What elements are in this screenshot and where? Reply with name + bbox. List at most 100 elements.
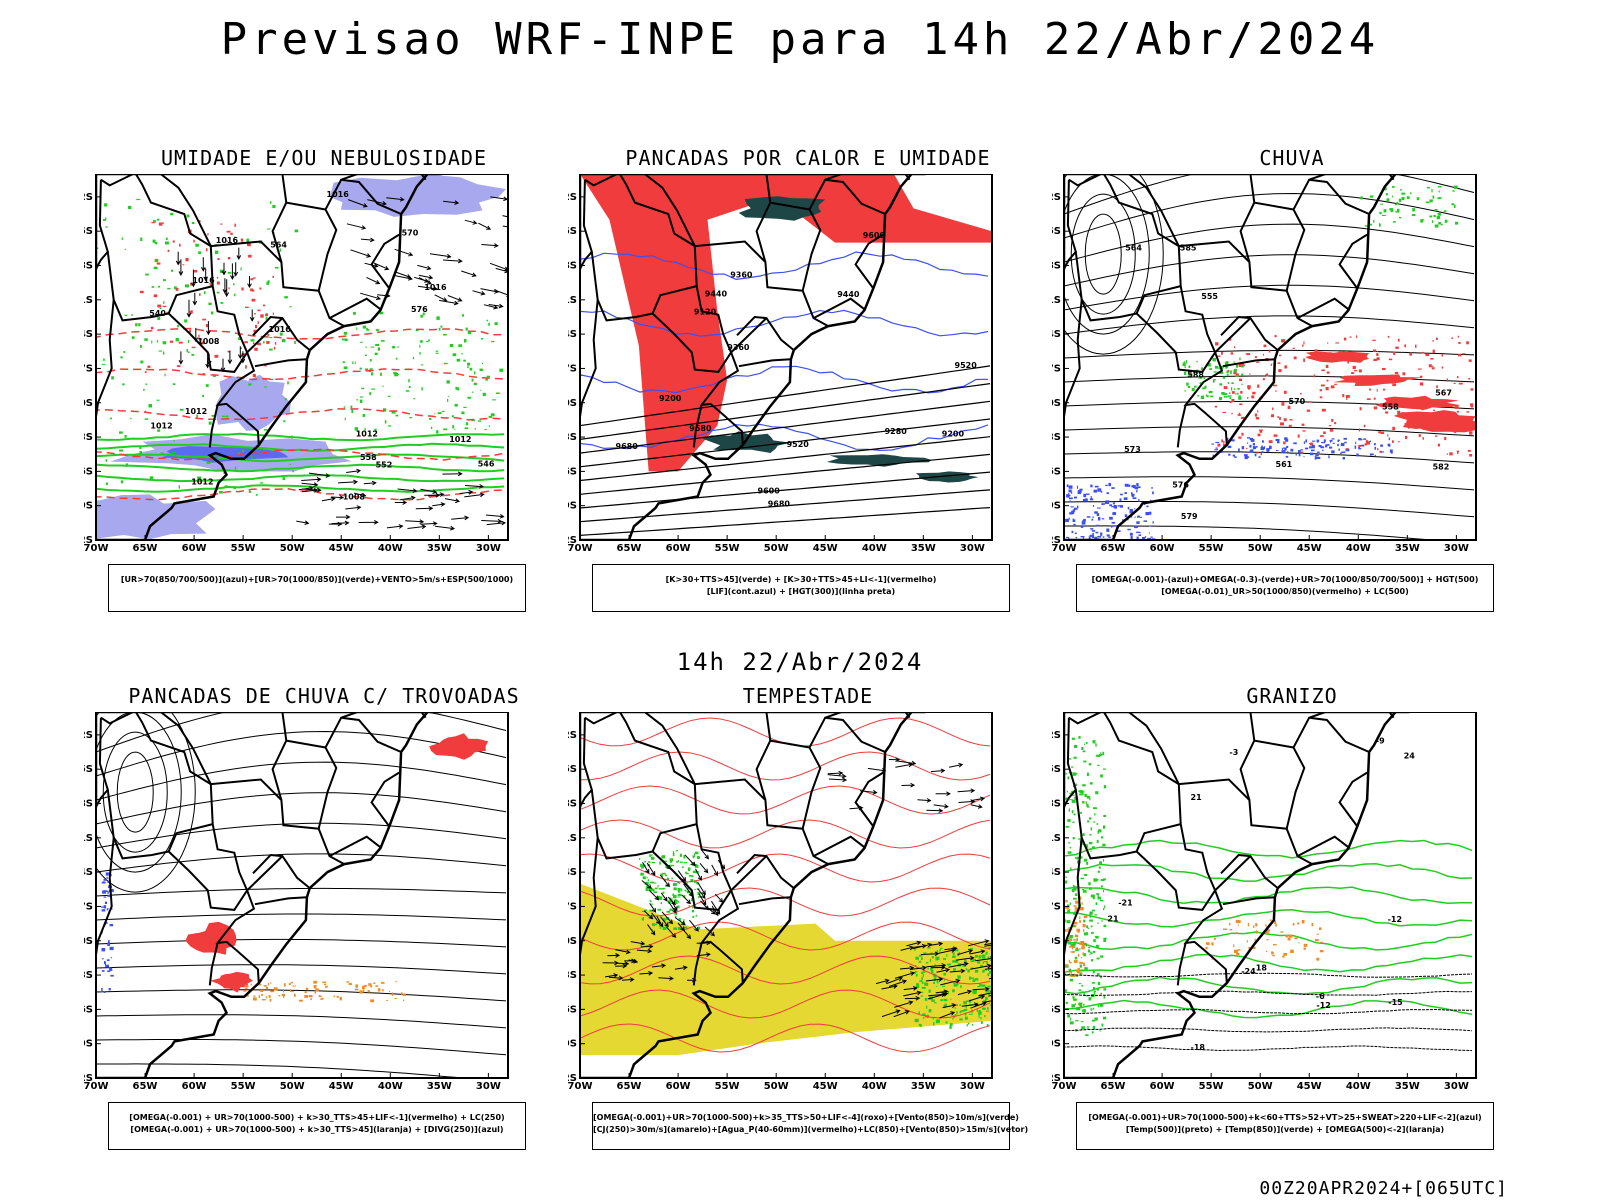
wind-area-green bbox=[661, 855, 664, 859]
rain-area-blue bbox=[1305, 439, 1308, 443]
rain-area-red bbox=[1280, 422, 1284, 426]
humidity-speckle-green bbox=[284, 296, 288, 299]
country-border bbox=[1338, 233, 1368, 289]
rain-area-red bbox=[1397, 410, 1401, 414]
humidity-speckle-green bbox=[442, 333, 447, 336]
model-run-info: 00Z20APR2024+[065UTC] bbox=[1259, 1178, 1508, 1199]
country-border bbox=[854, 233, 884, 289]
wind-area-green bbox=[978, 1014, 980, 1018]
humidity-speckle-green bbox=[105, 217, 107, 220]
lat-label: 30S bbox=[84, 936, 93, 947]
lat-label: 39S bbox=[568, 1039, 577, 1050]
wind-vector bbox=[949, 968, 966, 974]
wind-area-green bbox=[1015, 967, 1017, 968]
temperature-850-contour bbox=[1081, 991, 1085, 993]
rain-area-blue bbox=[1081, 521, 1086, 525]
temperature-850-contour bbox=[1090, 850, 1092, 852]
wind-area-green bbox=[1006, 1001, 1009, 1004]
wind-area-green bbox=[1017, 1023, 1020, 1026]
humidity-speckle-green bbox=[124, 435, 127, 438]
rain-area-red bbox=[1240, 362, 1244, 366]
omega-area-orange bbox=[1068, 938, 1073, 942]
thickness-speckle-red bbox=[216, 276, 219, 279]
wind-area-green bbox=[1014, 983, 1018, 985]
rain-area-red bbox=[1338, 439, 1340, 441]
rain-area-red bbox=[1457, 335, 1459, 338]
lon-label: 45W bbox=[1297, 1081, 1322, 1092]
rain-area-blue bbox=[1083, 518, 1086, 522]
rain-area-blue bbox=[1134, 508, 1136, 510]
wind-vector bbox=[502, 215, 508, 218]
wind-vector bbox=[298, 485, 314, 491]
temperature-850-contour bbox=[1089, 817, 1092, 820]
humidity-speckle-green bbox=[462, 314, 464, 317]
wind-area-green bbox=[924, 982, 929, 986]
humidity-speckle-green bbox=[451, 415, 454, 418]
rain-area-red bbox=[1451, 337, 1453, 339]
rain-area-red bbox=[1469, 454, 1473, 457]
rain-area-green bbox=[1429, 215, 1433, 218]
wind-vector bbox=[660, 916, 669, 928]
lon-label: 45W bbox=[813, 1081, 838, 1092]
wind-area-green bbox=[914, 972, 916, 974]
temperature-850-contour bbox=[1076, 1006, 1081, 1011]
wind-area-green bbox=[964, 1016, 968, 1020]
thunderstorm-area-orange bbox=[362, 988, 366, 990]
wind-area-green bbox=[643, 917, 644, 921]
temperature-850-contour bbox=[1090, 866, 1093, 868]
rain-area-green bbox=[1368, 223, 1372, 226]
panel-title: PANCADAS POR CALOR E UMIDADE bbox=[625, 146, 991, 170]
rain-area-red bbox=[1279, 417, 1281, 420]
wind-area-green bbox=[683, 862, 688, 864]
rain-area-blue bbox=[1342, 457, 1345, 460]
humidity-speckle-green bbox=[196, 414, 198, 418]
rain-area-blue bbox=[1143, 520, 1148, 522]
rain-area-blue bbox=[1111, 521, 1116, 524]
contour-label: 9200 bbox=[659, 394, 682, 403]
wind-vector bbox=[957, 949, 974, 956]
humidity-speckle-green bbox=[383, 408, 387, 412]
temperature-850-contour bbox=[1087, 806, 1090, 808]
rain-area-blue bbox=[1247, 442, 1249, 444]
wind-area-green bbox=[683, 894, 686, 898]
temperature-850-contour bbox=[1083, 992, 1085, 996]
wind-area-green bbox=[1024, 1017, 1026, 1019]
country-border bbox=[730, 317, 768, 354]
rain-area-blue bbox=[1101, 503, 1104, 505]
wind-vector bbox=[608, 975, 624, 981]
temperature-850-contour bbox=[1096, 988, 1100, 991]
temperature-850-contour bbox=[1096, 823, 1099, 825]
humidity-speckle-green bbox=[374, 352, 378, 356]
wind-vector bbox=[394, 248, 414, 257]
temperature-850-contour bbox=[1072, 884, 1075, 887]
country-border bbox=[286, 739, 326, 749]
rain-area-red bbox=[1409, 352, 1413, 356]
humidity-area-blue bbox=[215, 374, 291, 431]
country-border bbox=[246, 317, 284, 354]
humidity-speckle-green bbox=[428, 339, 430, 342]
wind-area-green bbox=[998, 947, 1002, 950]
temperature-850-contour bbox=[1068, 842, 1071, 844]
humidity-speckle-green bbox=[160, 452, 164, 455]
wind-vector bbox=[940, 978, 961, 986]
rain-area-green bbox=[1235, 393, 1239, 395]
humidity-speckle-green bbox=[352, 361, 354, 364]
rain-area-blue bbox=[1072, 509, 1076, 512]
wind-area-green bbox=[916, 966, 919, 969]
wind-area-green bbox=[1000, 988, 1003, 991]
omega-area-orange bbox=[1072, 946, 1074, 950]
omega-area-orange bbox=[1266, 939, 1269, 941]
rain-area-red bbox=[1359, 407, 1362, 411]
streamline bbox=[96, 822, 507, 849]
divergence-area-blue bbox=[108, 967, 111, 969]
wind-vector bbox=[888, 979, 908, 987]
wind-area-green bbox=[972, 958, 976, 962]
wind-area-green bbox=[959, 1004, 962, 1006]
humidity-speckle-green bbox=[362, 414, 366, 417]
rain-area-blue bbox=[1326, 444, 1330, 446]
wind-area-green bbox=[967, 969, 970, 973]
rain-area-red bbox=[1393, 410, 1476, 430]
wind-area-green bbox=[685, 871, 688, 874]
wind-area-green bbox=[692, 905, 694, 909]
thickness-speckle-red bbox=[254, 347, 258, 351]
